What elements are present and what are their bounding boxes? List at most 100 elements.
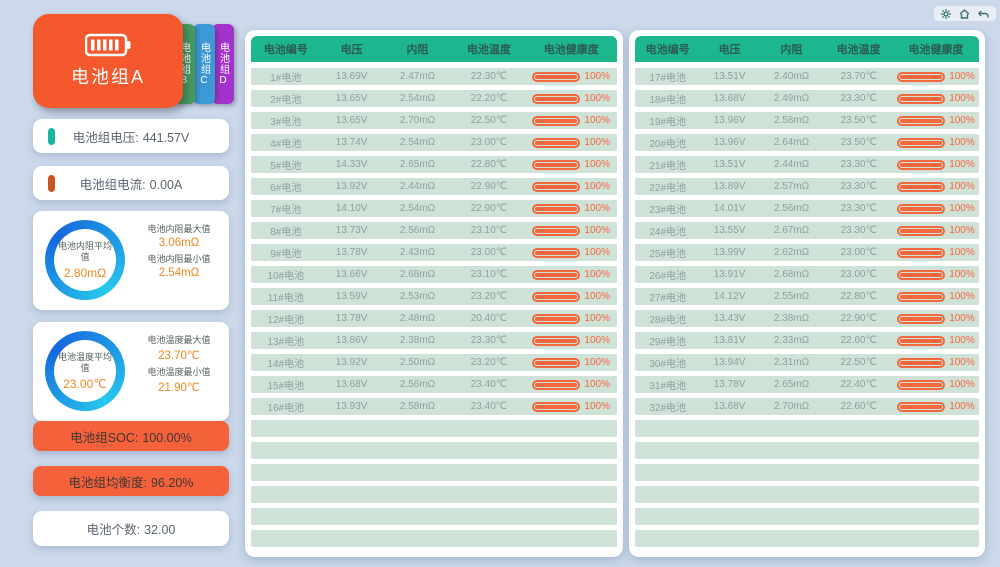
health-bar bbox=[897, 115, 946, 126]
resistance-cell: 2.53mΩ bbox=[399, 291, 436, 302]
battery-id-cell: 21#电池 bbox=[649, 161, 687, 172]
sidebar: 电池组D 电池组C 电池组B 电池组A bbox=[33, 14, 234, 559]
health-bar bbox=[897, 181, 946, 192]
tab-battery-group-a-active[interactable]: 电池组A bbox=[33, 14, 183, 108]
resistance-max-value: 3.06mΩ bbox=[158, 237, 200, 249]
battery-id-cell: 25#电池 bbox=[649, 249, 687, 260]
temperature-cell: 23.00℃ bbox=[470, 247, 507, 258]
battery-id-cell: 7#电池 bbox=[270, 205, 302, 216]
temperature-max-label: 电池温度最大值 bbox=[147, 335, 211, 345]
battery-id-cell: 12#电池 bbox=[267, 315, 305, 326]
health-percent-label: 100% bbox=[584, 379, 610, 390]
temperature-cell: 22.20℃ bbox=[470, 93, 507, 104]
battery-id-cell: 1#电池 bbox=[270, 73, 302, 84]
battery-id-cell: 20#电池 bbox=[649, 139, 687, 150]
battery-id-cell: 26#电池 bbox=[649, 271, 687, 282]
settings-gear-icon[interactable] bbox=[941, 8, 951, 19]
health-bar-fill bbox=[900, 338, 943, 343]
resistance-cell: 2.67mΩ bbox=[773, 225, 810, 236]
health-bar-fill bbox=[535, 140, 578, 145]
voltage-cell: 13.65V bbox=[335, 115, 368, 126]
tab-battery-group-d[interactable]: 电池组D bbox=[212, 24, 234, 104]
health-percent-label: 100% bbox=[584, 181, 610, 192]
pack-soc-value: 100.00% bbox=[142, 430, 192, 445]
health-percent-label: 100% bbox=[949, 291, 975, 302]
battery-id-cell: 19#电池 bbox=[649, 117, 687, 128]
health-bar bbox=[897, 291, 946, 302]
health-bar bbox=[532, 357, 581, 368]
health-bar bbox=[897, 313, 946, 324]
temperature-cell: 22.30℃ bbox=[470, 71, 507, 82]
pack-balance-value: 96.20% bbox=[151, 475, 194, 490]
table-row-empty bbox=[251, 508, 617, 525]
undo-arrow-icon[interactable] bbox=[978, 9, 989, 19]
health-bar-fill bbox=[900, 294, 943, 299]
health-bar-fill bbox=[535, 360, 578, 365]
battery-id-cell: 4#电池 bbox=[270, 139, 302, 150]
health-bar bbox=[532, 313, 581, 324]
battery-id-cell: 8#电池 bbox=[270, 227, 302, 238]
resistance-gauge-ring: 电池内阻平均值 2.80mΩ bbox=[45, 220, 125, 300]
voltage-cell: 13.81V bbox=[713, 335, 746, 346]
table-row: 26#电池 13.91V 2.68mΩ 23.00℃ 100% bbox=[635, 266, 979, 283]
temperature-cell: 22.90℃ bbox=[470, 203, 507, 214]
battery-id-cell: 6#电池 bbox=[270, 183, 302, 194]
resistance-min-label: 电池内阻最小值 bbox=[147, 254, 211, 264]
column-header: 电池编号 bbox=[263, 44, 308, 56]
table-row: 10#电池 13.66V 2.68mΩ 23.10℃ 100% bbox=[251, 266, 617, 283]
temperature-cell: 23.20℃ bbox=[470, 357, 507, 368]
resistance-avg-label: 电池内阻平均值 bbox=[57, 240, 112, 262]
battery-id-cell: 30#电池 bbox=[649, 359, 687, 370]
battery-id-cell: 24#电池 bbox=[649, 227, 687, 238]
column-header: 电池健康度 bbox=[908, 44, 964, 56]
temperature-min-label: 电池温度最小值 bbox=[147, 367, 211, 377]
table-row: 4#电池 13.74V 2.54mΩ 23.00℃ 100% bbox=[251, 134, 617, 151]
tab-battery-group-c[interactable]: 电池组C bbox=[193, 24, 215, 104]
health-bar-fill bbox=[535, 184, 578, 189]
table-row: 23#电池 14.01V 2.56mΩ 23.30℃ 100% bbox=[635, 200, 979, 217]
health-cell: 100% bbox=[525, 357, 617, 368]
column-header: 内阻 bbox=[406, 44, 429, 56]
health-cell: 100% bbox=[525, 335, 617, 346]
health-cell: 100% bbox=[525, 159, 617, 170]
health-cell: 100% bbox=[525, 379, 617, 390]
health-bar-fill bbox=[900, 74, 943, 79]
resistance-cell: 2.64mΩ bbox=[773, 137, 810, 148]
health-bar-fill bbox=[535, 404, 578, 409]
health-bar-fill bbox=[535, 272, 578, 277]
pack-current-value: 0.00A bbox=[149, 177, 183, 192]
health-cell: 100% bbox=[893, 225, 979, 236]
resistance-minmax: 电池内阻最大值 3.06mΩ 电池内阻最小值 2.54mΩ bbox=[135, 219, 223, 279]
health-cell: 100% bbox=[893, 269, 979, 280]
voltage-cell: 13.73V bbox=[335, 225, 368, 236]
health-bar bbox=[532, 181, 581, 192]
voltage-cell: 14.10V bbox=[335, 203, 368, 214]
temperature-cell: 22.60℃ bbox=[840, 335, 877, 346]
health-cell: 100% bbox=[525, 401, 617, 412]
temperature-cell: 22.50℃ bbox=[470, 115, 507, 126]
battery-id-cell: 10#电池 bbox=[267, 271, 305, 282]
table-row: 20#电池 13.96V 2.64mΩ 23.50℃ 100% bbox=[635, 134, 979, 151]
resistance-cell: 2.48mΩ bbox=[399, 313, 436, 324]
health-bar bbox=[897, 357, 946, 368]
health-cell: 100% bbox=[893, 247, 979, 258]
health-bar-fill bbox=[900, 316, 943, 321]
health-bar-fill bbox=[900, 360, 943, 365]
health-bar bbox=[532, 335, 581, 346]
resistance-cell: 2.70mΩ bbox=[399, 115, 436, 126]
table-row-empty bbox=[635, 442, 979, 459]
health-percent-label: 100% bbox=[949, 159, 975, 170]
health-cell: 100% bbox=[893, 335, 979, 346]
health-bar bbox=[897, 203, 946, 214]
battery-id-cell: 13#电池 bbox=[267, 337, 305, 348]
health-percent-label: 100% bbox=[949, 313, 975, 324]
voltage-cell: 13.94V bbox=[713, 357, 746, 368]
health-cell: 100% bbox=[525, 93, 617, 104]
battery-id-cell: 16#电池 bbox=[267, 403, 305, 414]
home-icon[interactable] bbox=[959, 8, 970, 19]
resistance-cell: 2.44mΩ bbox=[773, 159, 810, 170]
temperature-cell: 22.90℃ bbox=[840, 313, 877, 324]
health-bar-fill bbox=[535, 74, 578, 79]
health-percent-label: 100% bbox=[949, 137, 975, 148]
health-bar bbox=[897, 93, 946, 104]
